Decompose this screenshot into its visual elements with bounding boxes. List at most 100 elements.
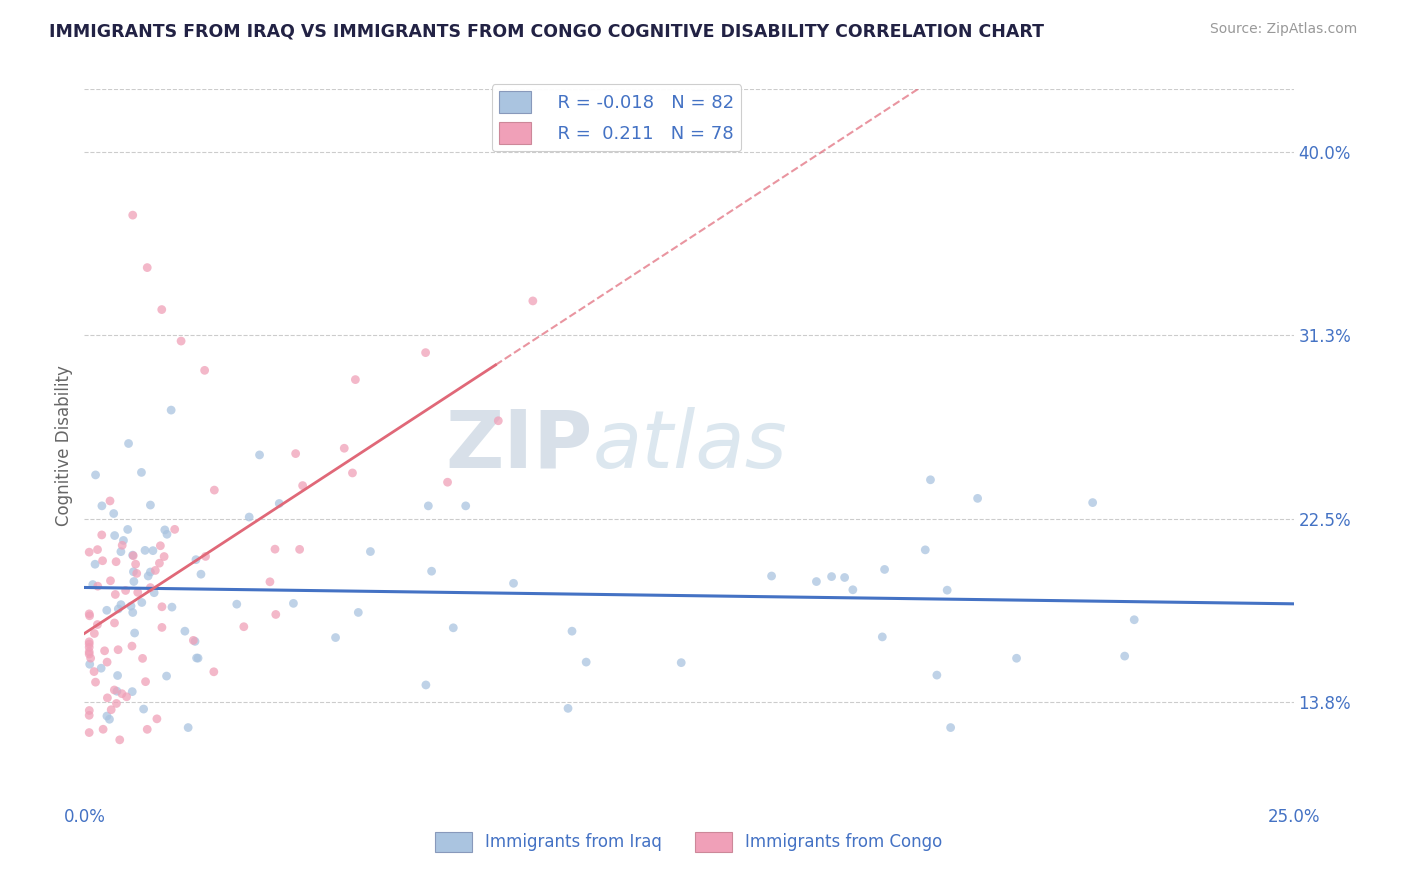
Point (1123, 613, 1146, 627)
Point (143, 563, 166, 577)
Point (111, 687, 134, 701)
Text: atlas: atlas (592, 407, 787, 485)
Point (359, 544, 381, 558)
Point (441, 621, 464, 635)
Point (115, 690, 138, 704)
Point (131, 466, 153, 480)
Point (77, 640, 100, 655)
Point (522, 293, 544, 308)
Point (149, 539, 172, 553)
Point (344, 373, 367, 387)
Point (1114, 649, 1136, 664)
Point (77, 708, 100, 723)
Point (153, 523, 176, 537)
Point (177, 721, 200, 735)
Point (84, 675, 107, 690)
Point (150, 620, 173, 634)
Point (124, 626, 146, 640)
Text: IMMIGRANTS FROM IRAQ VS IMMIGRANTS FROM CONGO COGNITIVE DISABILITY CORRELATION C: IMMIGRANTS FROM IRAQ VS IMMIGRANTS FROM … (49, 22, 1045, 40)
Point (834, 570, 856, 584)
Point (325, 631, 347, 645)
Point (170, 334, 193, 348)
Y-axis label: Cognitive Disability: Cognitive Disability (55, 366, 73, 526)
Text: Source: ZipAtlas.com: Source: ZipAtlas.com (1209, 22, 1357, 37)
Point (91, 723, 114, 737)
Point (671, 656, 693, 670)
Point (104, 528, 127, 542)
Point (90, 528, 112, 542)
Point (100, 703, 122, 717)
Point (77, 635, 100, 649)
Point (131, 651, 153, 665)
Point (187, 651, 209, 665)
Point (173, 624, 195, 639)
Point (77, 545, 100, 559)
Point (79, 657, 101, 672)
Point (79, 651, 101, 665)
Text: ZIP: ZIP (444, 407, 592, 485)
Point (333, 442, 356, 456)
Point (150, 302, 173, 317)
Point (121, 639, 143, 653)
Point (139, 498, 162, 512)
Point (418, 499, 440, 513)
Point (232, 620, 254, 634)
Point (79, 608, 101, 623)
Point (288, 542, 311, 557)
Point (121, 684, 143, 698)
Point (77, 725, 100, 739)
Point (96, 655, 118, 669)
Point (561, 624, 583, 639)
Point (486, 414, 509, 428)
Point (139, 581, 162, 595)
Point (108, 732, 131, 747)
Point (90, 499, 112, 513)
Point (77, 645, 100, 659)
Point (184, 552, 207, 566)
Point (342, 466, 364, 480)
Point (107, 602, 129, 616)
Point (186, 651, 208, 665)
Point (873, 562, 896, 576)
Point (143, 585, 166, 599)
Point (96, 709, 118, 723)
Point (111, 538, 134, 552)
Point (105, 555, 128, 569)
Point (107, 642, 129, 657)
Point (122, 549, 145, 563)
Point (135, 674, 157, 689)
Point (163, 522, 186, 536)
Point (127, 585, 149, 599)
Point (87, 579, 110, 593)
Point (148, 556, 170, 570)
Point (502, 576, 524, 591)
Point (121, 208, 143, 222)
Point (183, 633, 205, 648)
Point (146, 712, 169, 726)
Point (117, 436, 139, 450)
Point (264, 607, 287, 622)
Point (136, 723, 159, 737)
Point (1081, 495, 1104, 509)
Point (96, 603, 118, 617)
Point (84, 558, 107, 572)
Point (160, 600, 183, 615)
Point (86, 542, 108, 557)
Point (125, 566, 148, 581)
Point (120, 599, 142, 613)
Point (283, 596, 305, 610)
Point (142, 543, 165, 558)
Point (820, 569, 842, 583)
Legend: Immigrants from Iraq, Immigrants from Congo: Immigrants from Iraq, Immigrants from Co… (429, 825, 949, 859)
Point (136, 260, 159, 275)
Point (872, 630, 894, 644)
Point (134, 543, 156, 558)
Point (761, 569, 783, 583)
Point (105, 684, 128, 698)
Point (966, 491, 988, 506)
Point (202, 483, 225, 497)
Point (104, 587, 127, 601)
Point (83, 665, 105, 679)
Point (124, 557, 146, 571)
Point (103, 507, 125, 521)
